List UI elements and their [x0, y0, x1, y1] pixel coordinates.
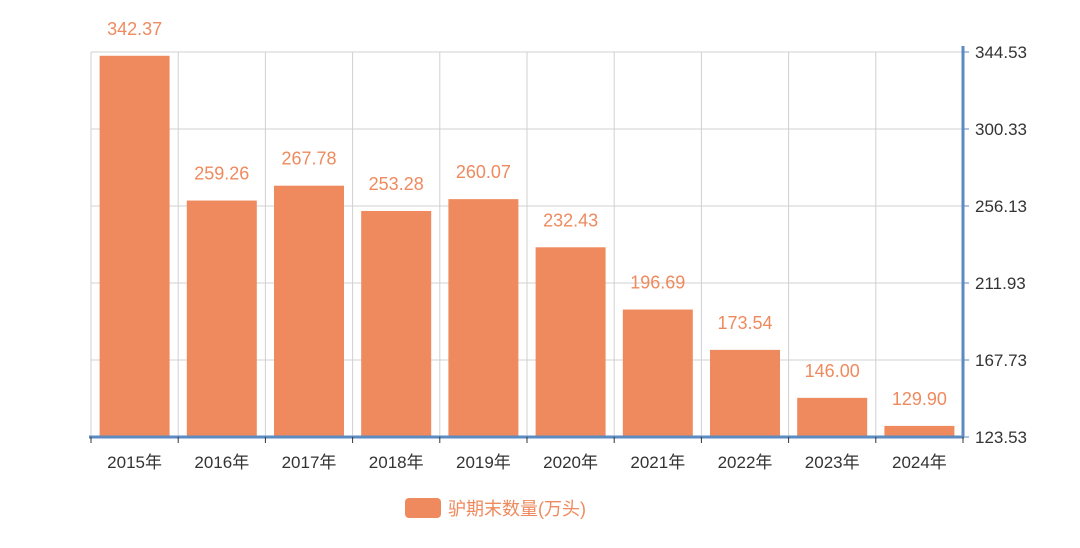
y-tick-label: 256.13	[975, 197, 1027, 216]
x-tick-label: 2022年	[718, 453, 773, 472]
bar	[797, 397, 868, 437]
data-label: 196.69	[630, 273, 685, 293]
data-label: 253.28	[369, 174, 424, 194]
data-label: 260.07	[456, 162, 511, 182]
bar	[99, 55, 170, 437]
x-tick-label: 2015年	[107, 453, 162, 472]
data-label: 342.37	[107, 19, 162, 39]
bar	[186, 200, 257, 437]
x-tick-label: 2019年	[456, 453, 511, 472]
bar	[622, 309, 693, 437]
data-label: 259.26	[194, 164, 249, 184]
axes: 344.53 300.33 256.13 211.93 167.73 123.53 2015…	[89, 43, 1027, 472]
y-tick-label: 167.73	[975, 351, 1027, 370]
bar	[361, 210, 432, 437]
legend-swatch	[405, 498, 441, 518]
x-tick-label: 2023年	[805, 453, 860, 472]
x-tick-label: 2018年	[369, 453, 424, 472]
x-tick-label: 2020年	[543, 453, 598, 472]
x-tick-label: 2017年	[282, 453, 337, 472]
bar	[274, 185, 344, 437]
y-tick-label: 300.33	[975, 120, 1027, 139]
bars	[99, 55, 955, 437]
bar	[535, 247, 606, 437]
y-tick-label: 211.93	[975, 274, 1026, 293]
bar	[710, 349, 780, 437]
y-tick-label: 123.53	[975, 428, 1027, 447]
data-label: 173.54	[717, 313, 772, 333]
x-tick-label: 2016年	[194, 453, 249, 472]
legend-label: 驴期末数量(万头)	[448, 499, 586, 519]
x-tick-label: 2024年	[892, 453, 947, 472]
data-label: 267.78	[281, 149, 336, 169]
bar	[448, 199, 519, 437]
x-tick-label: 2021年	[630, 453, 685, 472]
data-labels: 342.37 259.26 267.78 253.28 260.07 232.43 196.…	[107, 19, 947, 409]
legend[interactable]: 驴期末数量(万头)	[405, 498, 586, 519]
bar	[884, 425, 955, 437]
y-tick-label: 344.53	[975, 43, 1027, 62]
data-label: 232.43	[543, 210, 598, 230]
data-label: 129.90	[892, 389, 947, 409]
data-label: 146.00	[805, 361, 860, 381]
